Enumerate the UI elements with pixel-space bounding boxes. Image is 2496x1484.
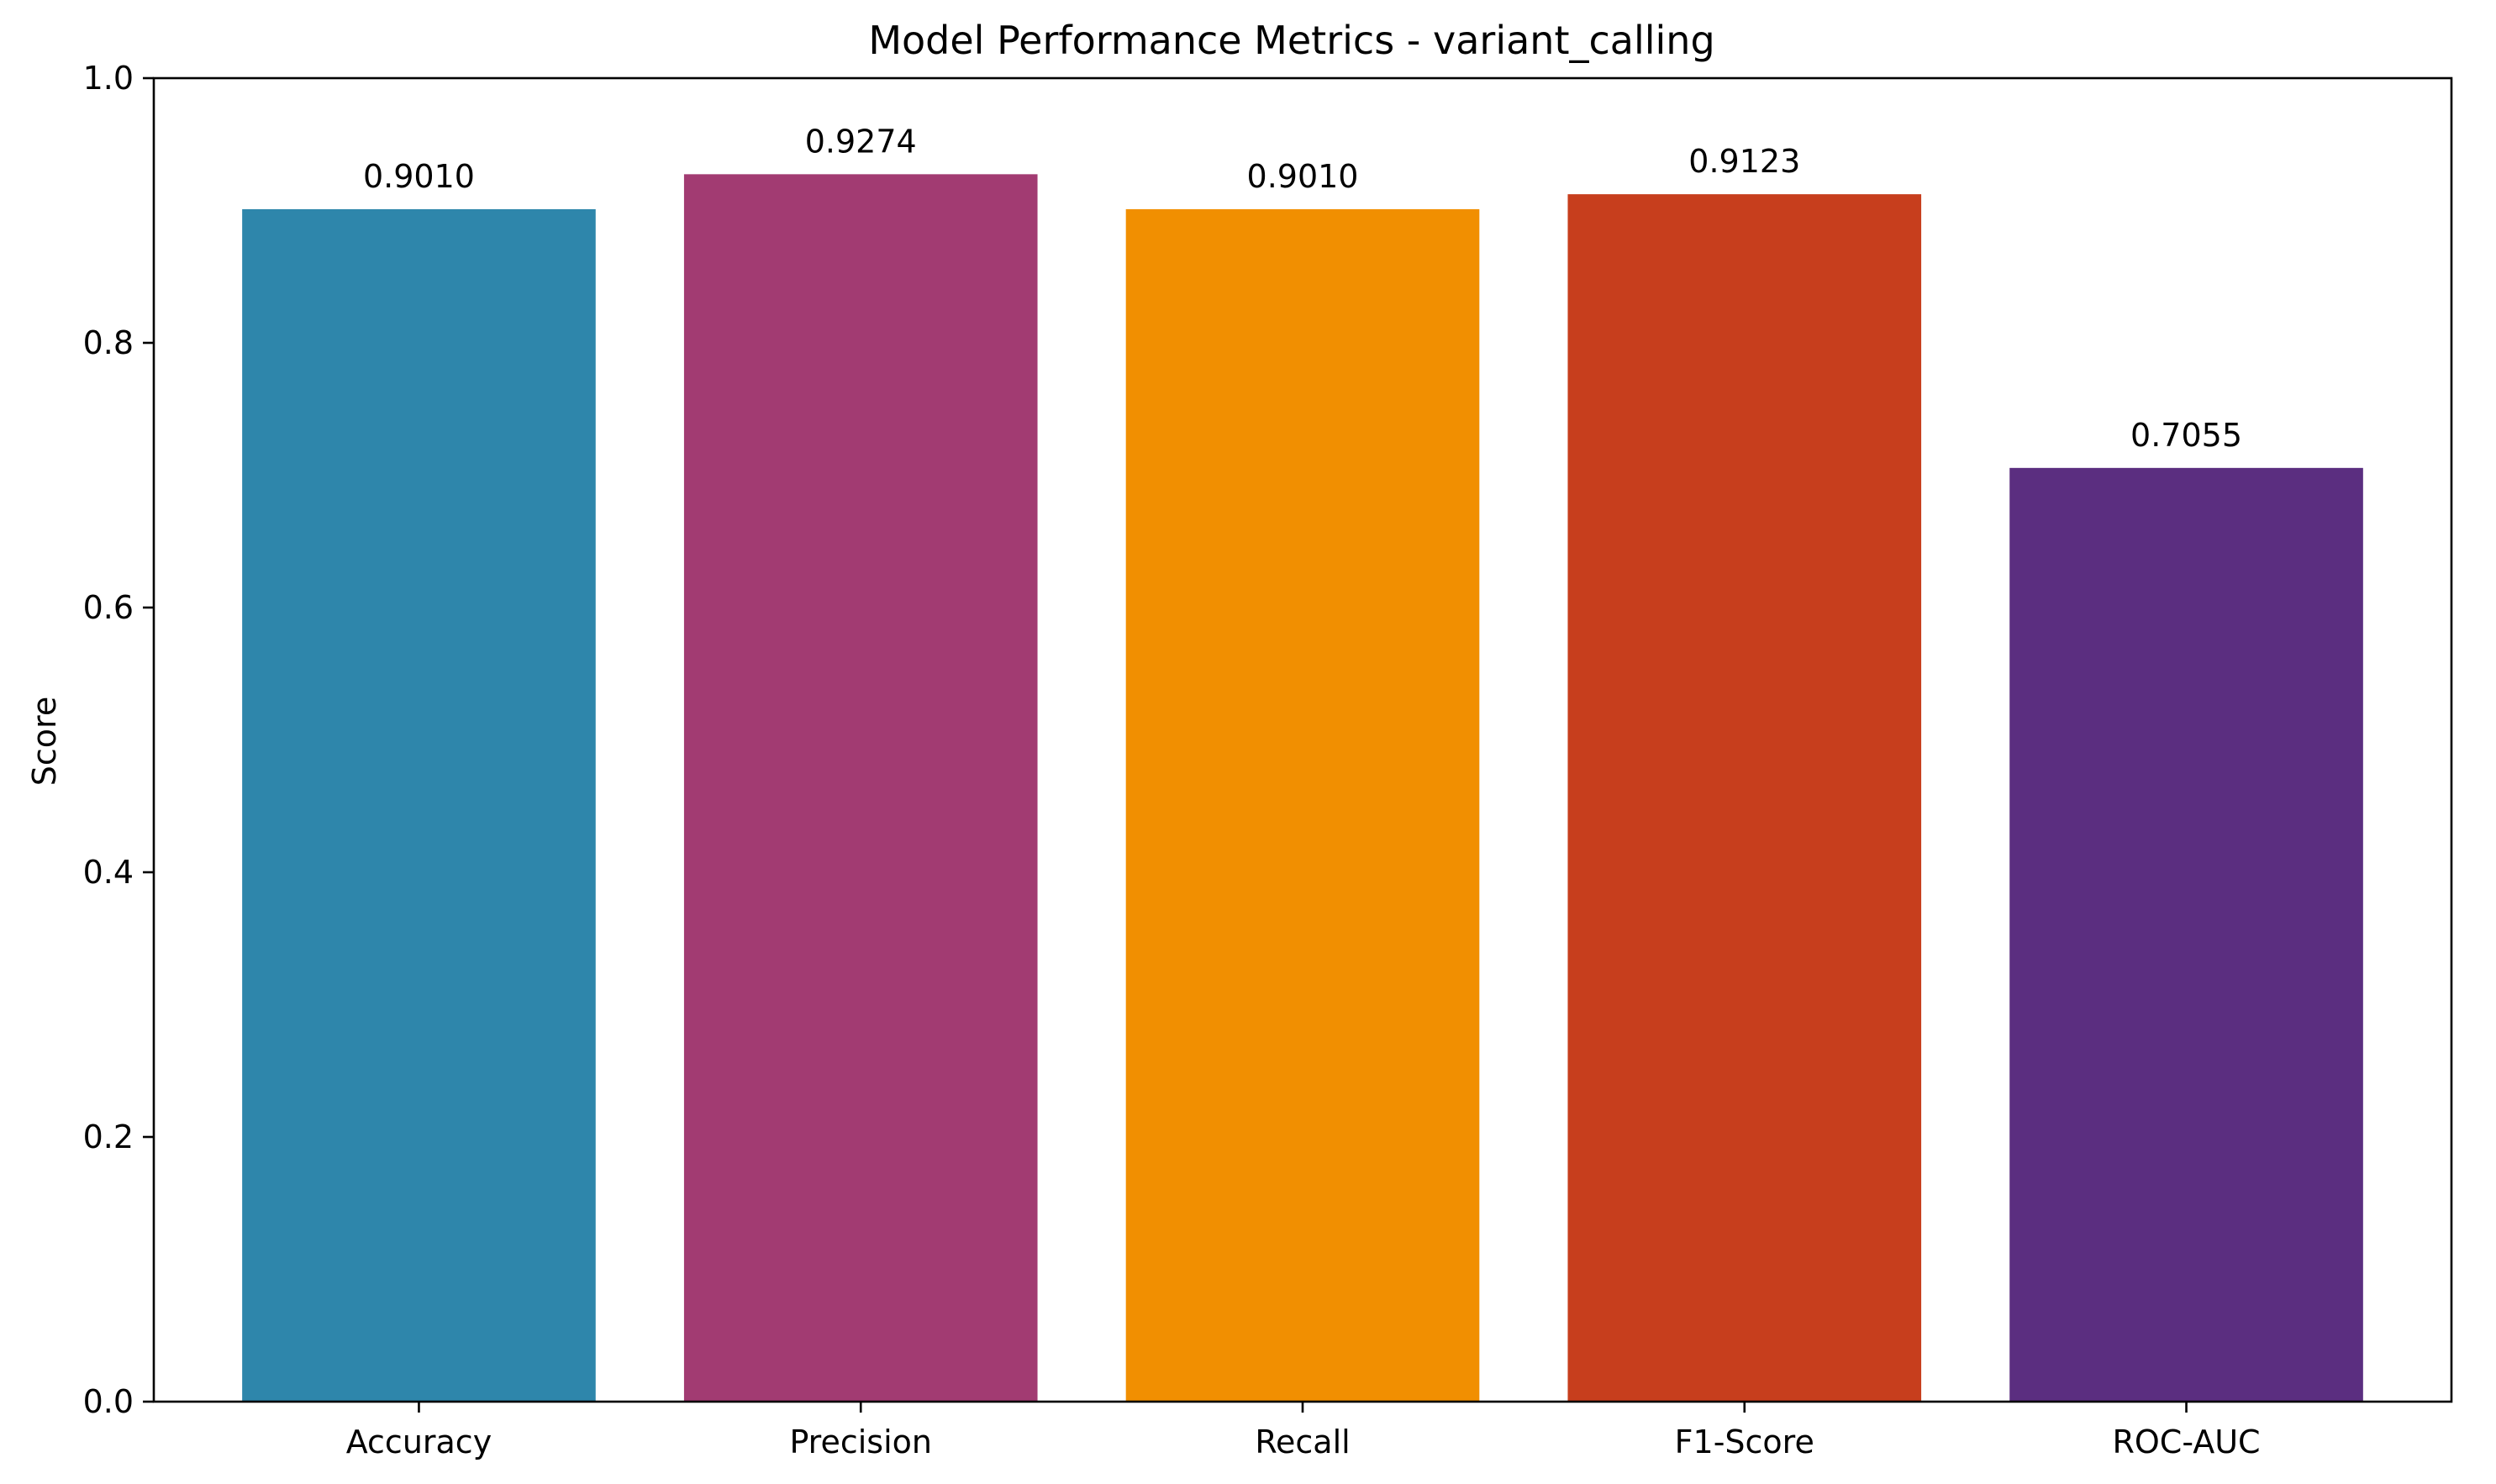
plot-frame <box>152 76 2453 1403</box>
x-tick-label: ROC-AUC <box>2112 1423 2260 1460</box>
value-label-roc-auc: 0.7055 <box>2130 417 2242 454</box>
bar-f1-score <box>1567 194 1922 1402</box>
value-labels-group: 0.9010 0.9274 0.9010 0.9123 0.7055 <box>363 123 2242 453</box>
bar-roc-auc <box>2009 467 2363 1402</box>
y-tick-label: 1.0 <box>83 60 134 97</box>
x-tick-label: Precision <box>789 1423 932 1460</box>
value-label-recall: 0.9010 <box>1247 158 1359 195</box>
bar-recall <box>1125 208 1480 1402</box>
x-tick-label: F1-Score <box>1675 1423 1814 1460</box>
bar-precision <box>683 174 1038 1402</box>
value-label-precision: 0.9274 <box>805 123 917 160</box>
chart-title: Model Performance Metrics - variant_call… <box>868 18 1714 63</box>
y-axis-label: Score <box>26 697 63 786</box>
x-axis: Accuracy Precision Recall F1-Score ROC-AUC <box>346 1402 2261 1460</box>
value-label-accuracy: 0.9010 <box>363 158 475 195</box>
bar-accuracy <box>242 208 596 1402</box>
bars-group <box>242 174 2363 1402</box>
y-tick-label: 0.4 <box>83 854 134 891</box>
y-axis: 0.0 0.2 0.4 0.6 0.8 1.0 <box>83 60 154 1420</box>
y-tick-label: 0.6 <box>83 589 134 626</box>
value-label-f1-score: 0.9123 <box>1688 143 1800 180</box>
y-tick-label: 0.0 <box>83 1383 134 1420</box>
y-tick-label: 0.2 <box>83 1118 134 1155</box>
y-tick-label: 0.8 <box>83 324 134 361</box>
x-tick-label: Recall <box>1255 1423 1350 1460</box>
x-tick-label: Accuracy <box>346 1423 492 1460</box>
